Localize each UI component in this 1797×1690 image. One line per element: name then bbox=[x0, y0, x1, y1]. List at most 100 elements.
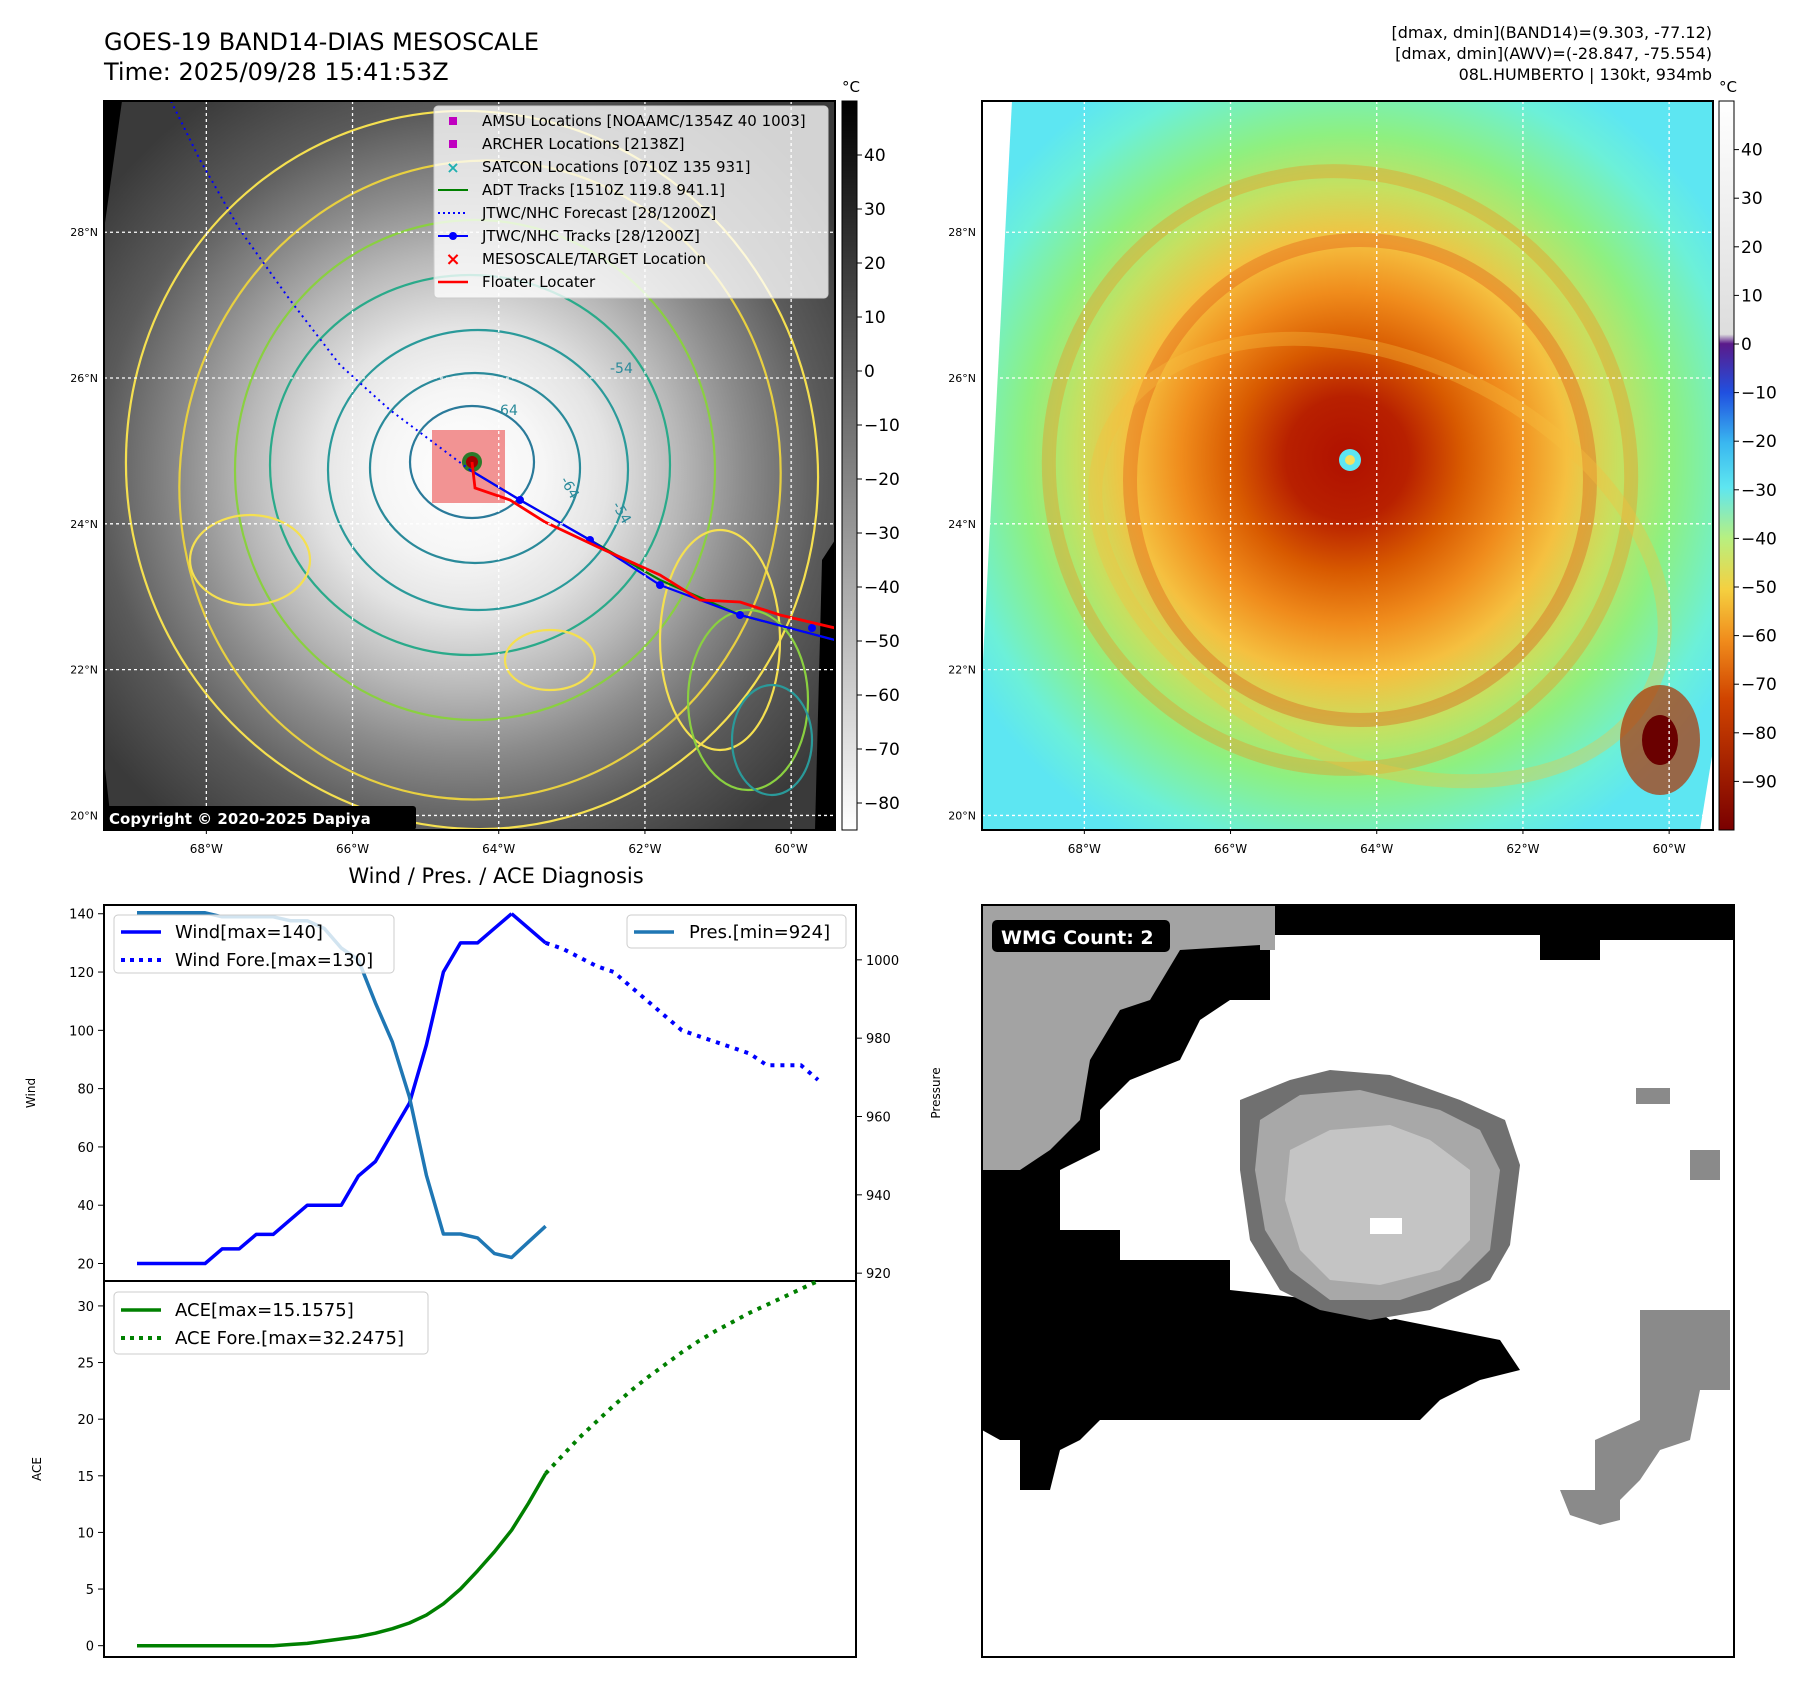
wind-legend: Wind[max=140] Wind Fore.[max=130] bbox=[113, 914, 395, 974]
ace-tick-label: 15 bbox=[77, 1470, 94, 1485]
colorbar-tick-label: −50 bbox=[864, 632, 900, 652]
colorbar-tick-label: −40 bbox=[864, 578, 900, 598]
colorbar-tick-label: 30 bbox=[1741, 189, 1763, 209]
pressure-tick-label: 920 bbox=[866, 1267, 891, 1282]
legend-label-pressure: Pres.[min=924] bbox=[689, 922, 830, 943]
ace-series-line-0 bbox=[137, 1472, 548, 1648]
ace-tick-label: 20 bbox=[77, 1413, 94, 1428]
legend-label: SATCON Locations [0710Z 135 931] bbox=[482, 158, 750, 176]
lon-tick-label: 62°W bbox=[628, 842, 661, 856]
wmg-count-badge bbox=[992, 920, 1170, 952]
ace-tick-label: 30 bbox=[77, 1300, 94, 1315]
legend-label: JTWC/NHC Forecast [28/1200Z] bbox=[481, 204, 716, 222]
pressure-y-axis-ticks: 920 940 960 980 1000 bbox=[856, 954, 899, 1282]
wind-y-axis-ticks: 20 40 60 80 100 120 140 bbox=[69, 908, 104, 1273]
legend-label: ARCHER Locations [2138Z] bbox=[482, 135, 685, 153]
color-map-frame bbox=[981, 100, 1714, 831]
ace-y-axis-label: ACE bbox=[30, 1457, 44, 1481]
lon-tick-label: 68°W bbox=[1068, 842, 1101, 856]
colorbar-tick-label: −30 bbox=[864, 524, 900, 544]
colorbar-tick-label: −80 bbox=[864, 794, 900, 814]
wind-series-line-1 bbox=[510, 912, 547, 945]
ir-map-panel: -54 -64 -64 -54 bbox=[70, 100, 836, 856]
ir-lat-labels: 28°N 26°N 24°N 22°N 20°N bbox=[70, 226, 98, 822]
wind-tick-label: 40 bbox=[77, 1199, 94, 1214]
contour-label: -64 bbox=[495, 403, 518, 419]
colorbar-tick-label: −70 bbox=[1741, 675, 1777, 695]
info-awv: [dmax, dmin](AWV)=(-28.847, -75.554) bbox=[1395, 44, 1712, 63]
wind-tick-label: 100 bbox=[69, 1024, 94, 1039]
wmg-panel: WMG Count: 2 bbox=[981, 904, 1735, 1658]
lon-tick-label: 66°W bbox=[1214, 842, 1247, 856]
lon-tick-label: 64°W bbox=[1360, 842, 1393, 856]
color-colorbar-ticks: 40 30 20 10 0 −10 −20 −30 −40 −50 −60 −70 −80 −90 bbox=[1734, 141, 1777, 792]
info-storm: 08L.HUMBERTO | 130kt, 934mb bbox=[1459, 65, 1712, 84]
ir-no-data-left bbox=[104, 101, 122, 230]
wind-tick-label: 120 bbox=[69, 966, 94, 981]
color-lon-labels: 68°W 66°W 64°W 62°W 60°W bbox=[1068, 830, 1686, 856]
colorbar-tick-label: −90 bbox=[1741, 772, 1777, 792]
jtwc-track-line bbox=[469, 469, 835, 642]
colorbar-tick-label: −40 bbox=[1741, 529, 1777, 549]
lon-tick-label: 62°W bbox=[1506, 842, 1539, 856]
legend-entry-archer: ARCHER Locations [2138Z] bbox=[449, 135, 685, 153]
legend-marker-x: × bbox=[445, 249, 460, 270]
pressure-tick-label: 1000 bbox=[866, 954, 899, 969]
lat-tick-label: 20°N bbox=[948, 809, 976, 822]
color-colorbar-unit: °C bbox=[1719, 78, 1737, 96]
colorbar-tick-label: −80 bbox=[1741, 724, 1777, 744]
ir-colorbar-ramp bbox=[841, 100, 858, 831]
legend-label: JTWC/NHC Tracks [28/1200Z] bbox=[481, 227, 700, 245]
legend-label-ace: ACE[max=15.1575] bbox=[175, 1300, 354, 1321]
ir-no-data-right bbox=[815, 540, 835, 830]
colorbar-tick-label: 0 bbox=[864, 362, 875, 382]
ace-tick-label: 5 bbox=[86, 1583, 94, 1598]
ace-chart: 0 5 10 15 20 25 30 ACE ACE[max=15.1575] ACE Fo… bbox=[30, 1279, 857, 1658]
floater-locater-line bbox=[470, 461, 835, 630]
colorbar-tick-label: −20 bbox=[864, 470, 900, 490]
wmg-frame bbox=[981, 904, 1735, 1658]
diagnosis-title: Wind / Pres. / ACE Diagnosis bbox=[348, 864, 643, 888]
ir-lon-labels: 68°W 66°W 64°W 62°W 60°W bbox=[190, 830, 808, 856]
color-colorbar: °C 40 30 20 10 0 −10 −20 −30 −40 −50 −60 −70 −80 −90 bbox=[1718, 78, 1777, 831]
ir-colorbar-unit: °C bbox=[842, 78, 860, 96]
ir-map-legend: AMSU Locations [NOAAMC/1354Z 40 1003] AR… bbox=[433, 105, 829, 299]
contour-label: -54 bbox=[610, 361, 633, 377]
legend-marker-square bbox=[449, 140, 457, 148]
forecast-track-line bbox=[170, 101, 471, 471]
legend-entry-satcon: × SATCON Locations [0710Z 135 931] bbox=[446, 158, 750, 177]
ace-series-line-1 bbox=[544, 1279, 819, 1475]
colorbar-tick-label: 10 bbox=[864, 308, 886, 328]
colorbar-tick-label: −70 bbox=[864, 740, 900, 760]
legend-label-ace-forecast: ACE Fore.[max=32.2475] bbox=[175, 1328, 404, 1349]
legend-entry-tracks: JTWC/NHC Tracks [28/1200Z] bbox=[438, 227, 700, 245]
ace-series-group bbox=[137, 1279, 819, 1648]
info-band14: [dmax, dmin](BAND14)=(9.303, -77.12) bbox=[1392, 23, 1713, 42]
color-map-panel: 28°N 26°N 24°N 22°N 20°N 68°W 66°W 64°W 62°W 60°… bbox=[948, 100, 1714, 856]
colorbar-tick-label: −10 bbox=[1741, 384, 1777, 404]
pressure-y-axis-label: Pressure bbox=[929, 1067, 943, 1118]
legend-label-wind: Wind[max=140] bbox=[175, 922, 323, 943]
colorbar-tick-label: 40 bbox=[1741, 141, 1763, 161]
colorbar-tick-label: −50 bbox=[1741, 578, 1777, 598]
wmg-cloud-mask bbox=[982, 905, 1734, 1525]
ir-colorbar: °C 40 30 20 10 0 −10 −20 −30 −40 −50 −60 −70 −80 bbox=[841, 78, 900, 831]
pressure-tick-label: 960 bbox=[866, 1111, 891, 1126]
colorbar-tick-label: −60 bbox=[1741, 627, 1777, 647]
lat-tick-label: 22°N bbox=[948, 664, 976, 677]
pressure-tick-label: 940 bbox=[866, 1189, 891, 1204]
ir-colorbar-ticks: 40 30 20 10 0 −10 −20 −30 −40 −50 −60 −70 −80 bbox=[857, 146, 900, 814]
wmg-eye bbox=[1370, 1218, 1402, 1234]
colorbar-tick-label: −10 bbox=[864, 416, 900, 436]
color-gridlines bbox=[982, 101, 1713, 830]
legend-entry-amsu: AMSU Locations [NOAAMC/1354Z 40 1003] bbox=[449, 112, 806, 130]
pressure-tick-label: 980 bbox=[866, 1032, 891, 1047]
color-no-data-left bbox=[982, 101, 1012, 680]
color-no-data-right bbox=[1700, 750, 1713, 830]
lat-tick-label: 24°N bbox=[948, 518, 976, 531]
lat-tick-label: 22°N bbox=[70, 664, 98, 677]
lat-tick-label: 26°N bbox=[948, 372, 976, 385]
figure-title: GOES-19 BAND14-DIAS MESOSCALE bbox=[104, 28, 539, 56]
wind-tick-label: 140 bbox=[69, 908, 94, 923]
